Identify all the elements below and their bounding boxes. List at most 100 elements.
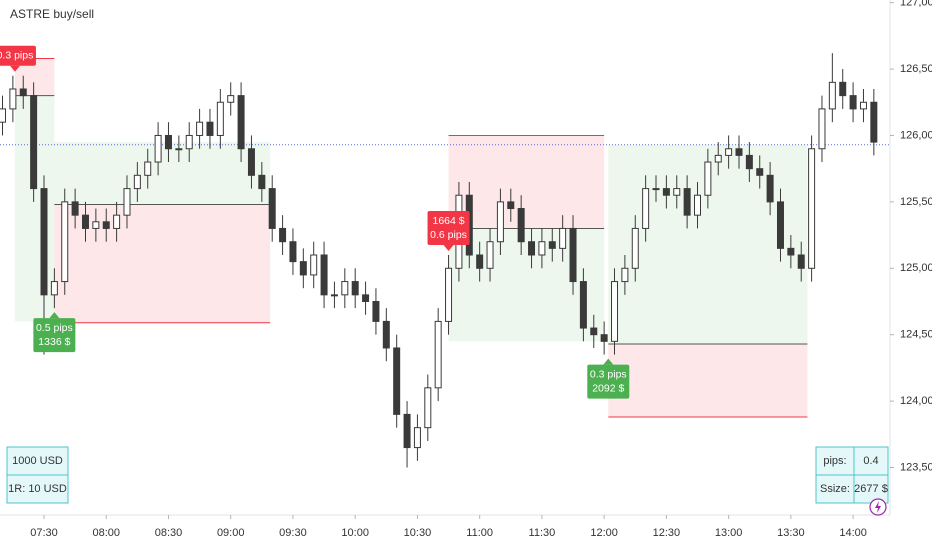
candle-body (133, 174, 141, 190)
candle-body (579, 281, 587, 329)
candle-body (725, 148, 733, 156)
signal-box (427, 211, 470, 245)
candle-body (776, 201, 784, 249)
candle-body (382, 320, 390, 349)
candle-body (154, 134, 162, 163)
x-tick-label: 11:00 (466, 527, 493, 539)
signal-label: 0.3 pips (0, 45, 36, 72)
candle-body (538, 241, 546, 256)
candle-body (445, 267, 453, 322)
x-tick-label: 13:00 (715, 527, 743, 539)
candle-body (600, 334, 608, 342)
candle-body (849, 95, 857, 110)
signal-label: 1664 $ 0.6 pips (427, 211, 470, 251)
x-tick-label: 10:30 (404, 527, 432, 539)
risk-zone (608, 343, 808, 418)
candle-body (50, 281, 58, 296)
candle-body (528, 241, 536, 256)
candle-body (351, 281, 359, 296)
signal-pointer (49, 312, 60, 319)
candle-body (320, 254, 328, 296)
alert-bolt (875, 501, 881, 513)
candle-body (30, 95, 38, 190)
candle-body (621, 267, 629, 283)
candle-body (569, 227, 577, 283)
signal-box (0, 45, 36, 66)
candle-body (704, 161, 712, 196)
table-text: pips: (823, 455, 846, 467)
signal-text: 1664 $ (432, 215, 464, 227)
y-tick-label: 125,50 (900, 196, 932, 208)
y-tick-label: 125,00 (900, 262, 932, 274)
candle-body (299, 261, 307, 276)
signal-text: 0.3 pips (590, 368, 627, 380)
candle-body (507, 201, 515, 210)
candle-body (247, 148, 255, 176)
candle-body (828, 81, 836, 110)
candle-body (175, 148, 183, 151)
candle-body (413, 427, 421, 449)
candle-body (310, 254, 318, 276)
candle-body (61, 201, 69, 283)
candle-body (185, 134, 193, 150)
candle-body (0, 108, 7, 123)
x-tick-label: 08:30 (155, 527, 183, 539)
signal-label: 0.5 pips 1336 $ (33, 312, 76, 353)
candle-body (548, 241, 556, 249)
candle-body (164, 134, 172, 150)
candle-body (693, 194, 701, 216)
candle-body (745, 154, 753, 170)
y-tick-label: 124,50 (900, 329, 932, 341)
x-tick-label: 11:30 (529, 527, 556, 539)
candle-body (714, 154, 722, 163)
candle-body (341, 281, 349, 296)
candle-body (859, 101, 867, 110)
candle-body (787, 247, 795, 256)
signal-pointer (443, 245, 454, 251)
candle-body (797, 254, 805, 269)
candle-body (517, 208, 525, 243)
candle-body (476, 254, 484, 269)
candle-body (362, 294, 370, 302)
table-cell (815, 474, 855, 504)
candle-body (9, 88, 17, 110)
table-cell (6, 474, 69, 504)
candle-body (424, 387, 432, 429)
y-tick-label: 124,00 (900, 395, 932, 407)
candle-body (756, 168, 764, 176)
signal-text: 1336 $ (38, 336, 70, 348)
candle-body (870, 101, 878, 143)
candle-body (92, 221, 100, 229)
candle-body (144, 161, 152, 176)
candle-body (683, 188, 691, 216)
x-tick-label: 07:30 (30, 527, 58, 539)
candle-body (839, 81, 847, 97)
x-tick-label: 13:30 (777, 527, 805, 539)
reward-zone (448, 228, 605, 342)
candle-body (611, 281, 619, 342)
signal-label: 0.3 pips 2092 $ (587, 358, 630, 399)
candle-body (372, 300, 380, 322)
signal-pointer (9, 65, 20, 72)
signal-pointer (603, 358, 614, 365)
x-tick-label: 08:00 (92, 527, 120, 539)
candle-body (590, 327, 598, 336)
candle-body (496, 201, 504, 243)
table-text: Ssize: (820, 483, 850, 495)
candle-body (216, 101, 224, 136)
signal-text: 0.6 pips (430, 229, 467, 241)
signal-text: 0.5 pips (36, 322, 73, 334)
candle-body (766, 174, 774, 203)
candle-body (40, 188, 48, 296)
x-tick-label: 09:30 (279, 527, 307, 539)
candle-body (735, 148, 743, 156)
table-text: 1000 USD (12, 455, 63, 467)
x-tick-label: 12:30 (653, 527, 681, 539)
candle-body (71, 201, 79, 216)
x-tick-label: 09:00 (217, 527, 245, 539)
risk-zone (54, 204, 271, 323)
candle-body (268, 188, 276, 229)
candle-body (19, 88, 27, 97)
